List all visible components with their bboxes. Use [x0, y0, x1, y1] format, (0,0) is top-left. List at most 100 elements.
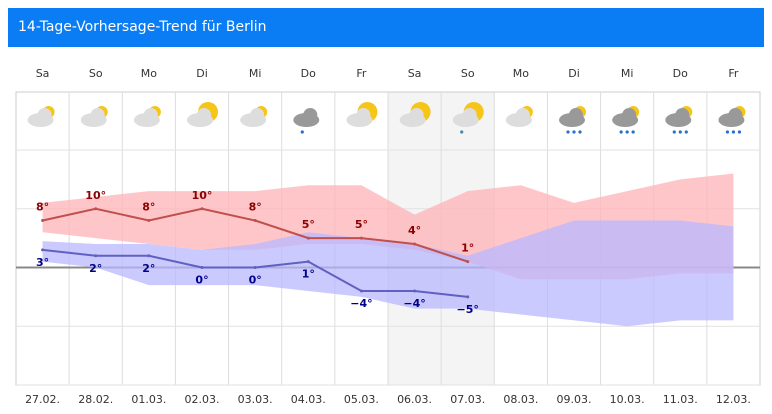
weather-icon: [665, 106, 693, 134]
temp-label: 1°: [302, 268, 315, 281]
day-label: Sa: [36, 67, 50, 80]
day-label: Mi: [621, 67, 634, 80]
weather-icon: [399, 102, 431, 127]
date-label: 07.03.: [450, 393, 485, 406]
date-label: 11.03.: [663, 393, 698, 406]
drop: [731, 130, 736, 134]
drop: [572, 130, 576, 134]
cloud: [622, 108, 637, 122]
temp-label: 1°: [461, 242, 474, 255]
day-label: Mo: [141, 67, 157, 80]
drop: [300, 130, 304, 134]
cloud: [675, 108, 690, 122]
drop: [672, 130, 676, 134]
temp-point: [94, 207, 98, 211]
temp-label: −4°: [403, 297, 425, 310]
temp-label: 3°: [36, 256, 49, 269]
temp-point: [466, 260, 470, 264]
date-label: 06.03.: [397, 393, 432, 406]
cloud: [728, 108, 743, 122]
drop: [619, 130, 623, 134]
date-label: 04.03.: [291, 393, 326, 406]
date-label: 12.03.: [716, 393, 751, 406]
date-label: 28.02.: [78, 393, 113, 406]
weather-icon: [293, 108, 320, 134]
temp-point: [41, 248, 45, 252]
cloud: [356, 108, 371, 122]
temp-label: 4°: [408, 224, 421, 237]
temp-point: [413, 242, 417, 246]
cloud: [569, 108, 583, 122]
temp-point: [200, 207, 204, 211]
temp-point: [147, 219, 151, 222]
date-label: 10.03.: [610, 393, 645, 406]
weather-icon: [133, 106, 161, 127]
temp-point: [306, 236, 310, 240]
temp-point: [147, 254, 151, 258]
date-label: 09.03.: [557, 393, 592, 406]
day-label: Mo: [513, 67, 529, 80]
range-band: [42, 220, 734, 327]
date-label: 08.03.: [503, 393, 538, 406]
day-label: Fr: [728, 67, 739, 80]
temp-label: 10°: [85, 189, 106, 202]
weather-icon: [718, 106, 746, 134]
drop: [678, 130, 682, 134]
temp-label: 8°: [36, 201, 49, 214]
weather-icon: [80, 106, 108, 127]
temp-label: −4°: [350, 297, 372, 310]
temp-label: 2°: [142, 262, 155, 275]
day-label: Di: [196, 67, 208, 80]
temp-label: 5°: [302, 218, 315, 231]
temp-label: 8°: [249, 201, 262, 214]
drop: [631, 130, 635, 134]
temp-label: 0°: [249, 274, 262, 287]
temp-label: 5°: [355, 218, 368, 231]
temp-point: [253, 266, 257, 269]
temp-point: [306, 260, 310, 264]
date-label: 27.02.: [25, 393, 60, 406]
drop: [566, 130, 570, 134]
header: 14-Tage-Vorhersage-Trend für Berlin: [8, 8, 764, 47]
weather-icon: [452, 102, 484, 134]
temp-label: 10°: [192, 189, 213, 202]
drop: [460, 130, 464, 134]
cloud: [143, 108, 158, 122]
weather-icon: [612, 106, 640, 134]
cloud: [37, 108, 52, 122]
drop: [684, 130, 688, 134]
cloud: [409, 108, 424, 122]
weather-icon: [505, 106, 533, 127]
drop: [737, 130, 742, 134]
day-label: Do: [673, 67, 688, 80]
temp-point: [359, 236, 363, 240]
day-label: Fr: [356, 67, 367, 80]
date-label: 01.03.: [131, 393, 166, 406]
day-label: Di: [568, 67, 580, 80]
temp-point: [41, 219, 45, 222]
drop: [625, 130, 629, 134]
weather-icon: [240, 106, 268, 127]
date-label: 05.03.: [344, 393, 379, 406]
cloud: [303, 108, 318, 122]
temp-point: [200, 266, 204, 269]
temp-label: −5°: [457, 303, 479, 316]
cloud: [462, 108, 477, 122]
cloud: [197, 108, 211, 122]
weather-icon: [346, 102, 378, 127]
temp-label: 0°: [195, 274, 208, 287]
day-label: Mi: [249, 67, 262, 80]
temp-point: [94, 254, 98, 258]
day-label: So: [461, 67, 475, 80]
day-label: So: [89, 67, 103, 80]
weather-icon: [187, 102, 218, 127]
day-label: Sa: [408, 67, 422, 80]
cloud: [515, 108, 530, 122]
date-label: 03.03.: [238, 393, 273, 406]
cloud: [90, 108, 105, 122]
temp-point: [413, 289, 417, 293]
weather-icon: [27, 106, 55, 127]
weather-icon: [559, 106, 586, 134]
